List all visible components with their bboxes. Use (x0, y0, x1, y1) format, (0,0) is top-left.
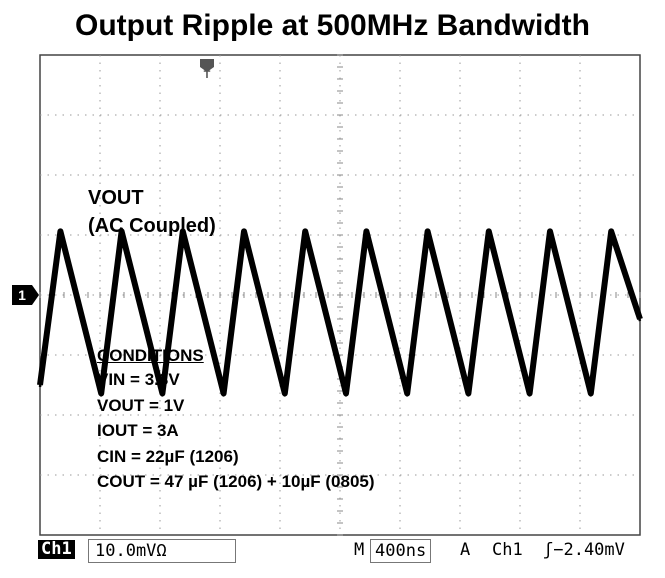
acquisition-mode: A (460, 540, 471, 560)
timebase-readout: 400ns (370, 539, 432, 563)
waveform-trace-noise (38, 232, 642, 397)
condition-vin: VIN = 3.3V (97, 370, 180, 389)
conditions-block: CONDITIONS VIN = 3.3V VOUT = 1V IOUT = 3… (97, 345, 375, 495)
scope-status-bar: Ch1 10.0mVΩ M 400ns A Ch1 ʃ−2.40mV (36, 537, 648, 563)
waveform-label: VOUT (88, 187, 144, 209)
trigger-channel: Ch1 (492, 540, 523, 560)
timebase-label: M (354, 540, 365, 560)
condition-cin: CIN = 22µF (1206) (97, 446, 239, 466)
trigger-marker-letter: T (204, 69, 211, 81)
condition-cout: COUT = 47 µF (1206) + 10µF (0805) (97, 472, 375, 491)
channel-1-ground-marker: 1 (12, 285, 39, 305)
condition-vout: VOUT = 1V (97, 395, 185, 415)
waveform-coupling-label: (AC Coupled) (88, 215, 216, 237)
channel-indicator: Ch1 (38, 540, 75, 559)
chart-title: Output Ripple at 500MHz Bandwidth (75, 9, 590, 42)
trigger-level-readout: ʃ−2.40mV (543, 540, 625, 560)
condition-iout: IOUT = 3A (97, 421, 179, 440)
conditions-heading: CONDITIONS (97, 346, 204, 365)
vertical-scale-readout: 10.0mVΩ (88, 539, 236, 563)
trigger-position-marker: T (200, 59, 214, 81)
channel-marker-number: 1 (18, 287, 26, 303)
